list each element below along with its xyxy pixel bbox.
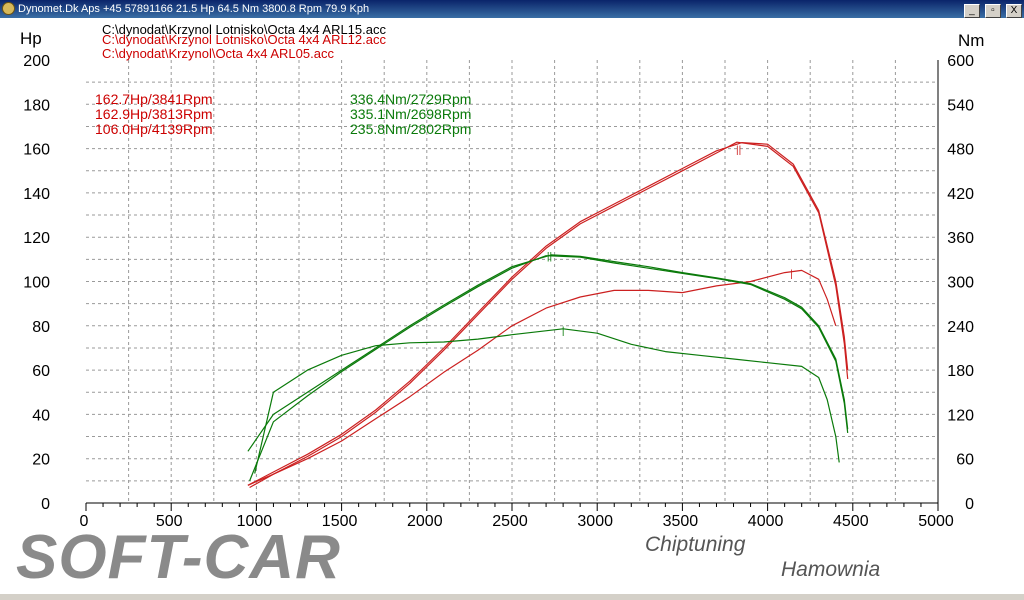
- x-tick-label: 2500: [492, 513, 528, 530]
- left-tick-label: 20: [32, 452, 50, 469]
- left-tick-label: 160: [23, 142, 50, 159]
- peak-marker: |: [562, 326, 565, 337]
- brand-subtitle-hamownia: Hamownia: [781, 558, 881, 581]
- left-tick-label: 0: [41, 496, 50, 513]
- left-tick-label: 60: [32, 363, 50, 380]
- power-peak-label: 162.7Hp/3841Rpm: [95, 91, 213, 107]
- peak-markers: ||||||: [547, 145, 793, 337]
- left-tick-label: 140: [23, 186, 50, 203]
- right-tick-label: 300: [947, 275, 974, 292]
- brand-name: SOFT-CAR: [16, 523, 341, 592]
- x-tick-label: 1000: [237, 513, 273, 530]
- x-tick-label: 2000: [407, 513, 443, 530]
- power-curve-2: [249, 141, 849, 489]
- chart-axes: [85, 60, 939, 511]
- brand-subtitle-chiptuning: Chiptuning: [645, 533, 746, 556]
- left-tick-label: 100: [23, 275, 50, 292]
- power-curve-3: [247, 269, 837, 486]
- power-peak-label: 162.9Hp/3813Rpm: [95, 106, 213, 122]
- peak-readouts: 162.7Hp/3841Rpm162.9Hp/3813Rpm106.0Hp/41…: [95, 91, 471, 137]
- right-tick-label: 60: [956, 452, 974, 469]
- tick-labels: 0 500 1000 1500 2000 2500 3000 3500 4000 4500 5000…: [23, 53, 974, 530]
- title-bar: Dynomet.Dk Aps +45 57891166 21.5 Hp 64.5…: [0, 0, 1024, 18]
- file-list: C:\dynodat\Krzynol Lotnisko\Octa 4x4 ARL…: [102, 22, 386, 61]
- peak-marker: |: [790, 269, 793, 280]
- peak-marker: ||: [736, 145, 741, 156]
- right-tick-label: 180: [947, 363, 974, 380]
- restore-button[interactable]: ▫: [984, 4, 1001, 18]
- right-axis-label: Nm: [958, 31, 984, 50]
- file-label: C:\dynodat\Krzynol Lotnisko\Octa 4x4 ARL…: [102, 22, 386, 37]
- minimize-button[interactable]: _: [963, 4, 980, 18]
- x-tick-label: 4500: [833, 513, 869, 530]
- torque-curve-4: [247, 254, 849, 452]
- torque-peak-label: 335.1Nm/2698Rpm: [350, 106, 471, 122]
- power-peak-label: 106.0Hp/4139Rpm: [95, 121, 213, 137]
- chart-grid: [86, 60, 938, 503]
- file-label: C:\dynodat\Krzynol\Octa 4x4 ARL05.acc: [102, 46, 334, 61]
- torque-curve-6: [254, 328, 840, 474]
- left-tick-label: 120: [23, 230, 50, 247]
- x-tick-label: 3500: [663, 513, 699, 530]
- x-tick-label: 500: [156, 513, 183, 530]
- left-tick-label: 180: [23, 97, 50, 114]
- app-icon: [2, 2, 15, 15]
- left-axis-label: Hp: [20, 29, 42, 48]
- right-tick-label: 600: [947, 53, 974, 70]
- x-tick-label: 1500: [322, 513, 358, 530]
- x-tick-label: 0: [80, 513, 89, 530]
- torque-peak-label: 235.8Nm/2802Rpm: [350, 121, 471, 137]
- right-tick-label: 420: [947, 186, 974, 203]
- power-curve-1: [247, 142, 849, 486]
- data-series: [247, 141, 849, 489]
- torque-peak-label: 336.4Nm/2729Rpm: [350, 91, 471, 107]
- right-tick-label: 540: [947, 97, 974, 114]
- right-tick-label: 120: [947, 407, 974, 424]
- window-controls: _ ▫ X: [962, 1, 1022, 18]
- peak-marker: ||: [547, 251, 552, 262]
- right-tick-label: 480: [947, 142, 974, 159]
- x-tick-label: 5000: [918, 513, 954, 530]
- right-tick-label: 360: [947, 230, 974, 247]
- right-tick-label: 240: [947, 319, 974, 336]
- brand-logo: SOFT-CAR: [16, 523, 576, 592]
- left-tick-label: 40: [32, 407, 50, 424]
- window-title: Dynomet.Dk Aps +45 57891166 21.5 Hp 64.5…: [18, 3, 370, 15]
- x-tick-label: 3000: [577, 513, 613, 530]
- left-tick-label: 200: [23, 53, 50, 70]
- file-label: C:\dynodat\Krzynol Lotnisko\Octa 4x4 ARL…: [102, 32, 386, 47]
- torque-curve-5: [249, 255, 849, 482]
- close-button[interactable]: X: [1006, 4, 1022, 18]
- left-tick-label: 80: [32, 319, 50, 336]
- x-tick-label: 4000: [748, 513, 784, 530]
- bottom-edge: [0, 594, 1024, 600]
- right-tick-label: 0: [965, 496, 974, 513]
